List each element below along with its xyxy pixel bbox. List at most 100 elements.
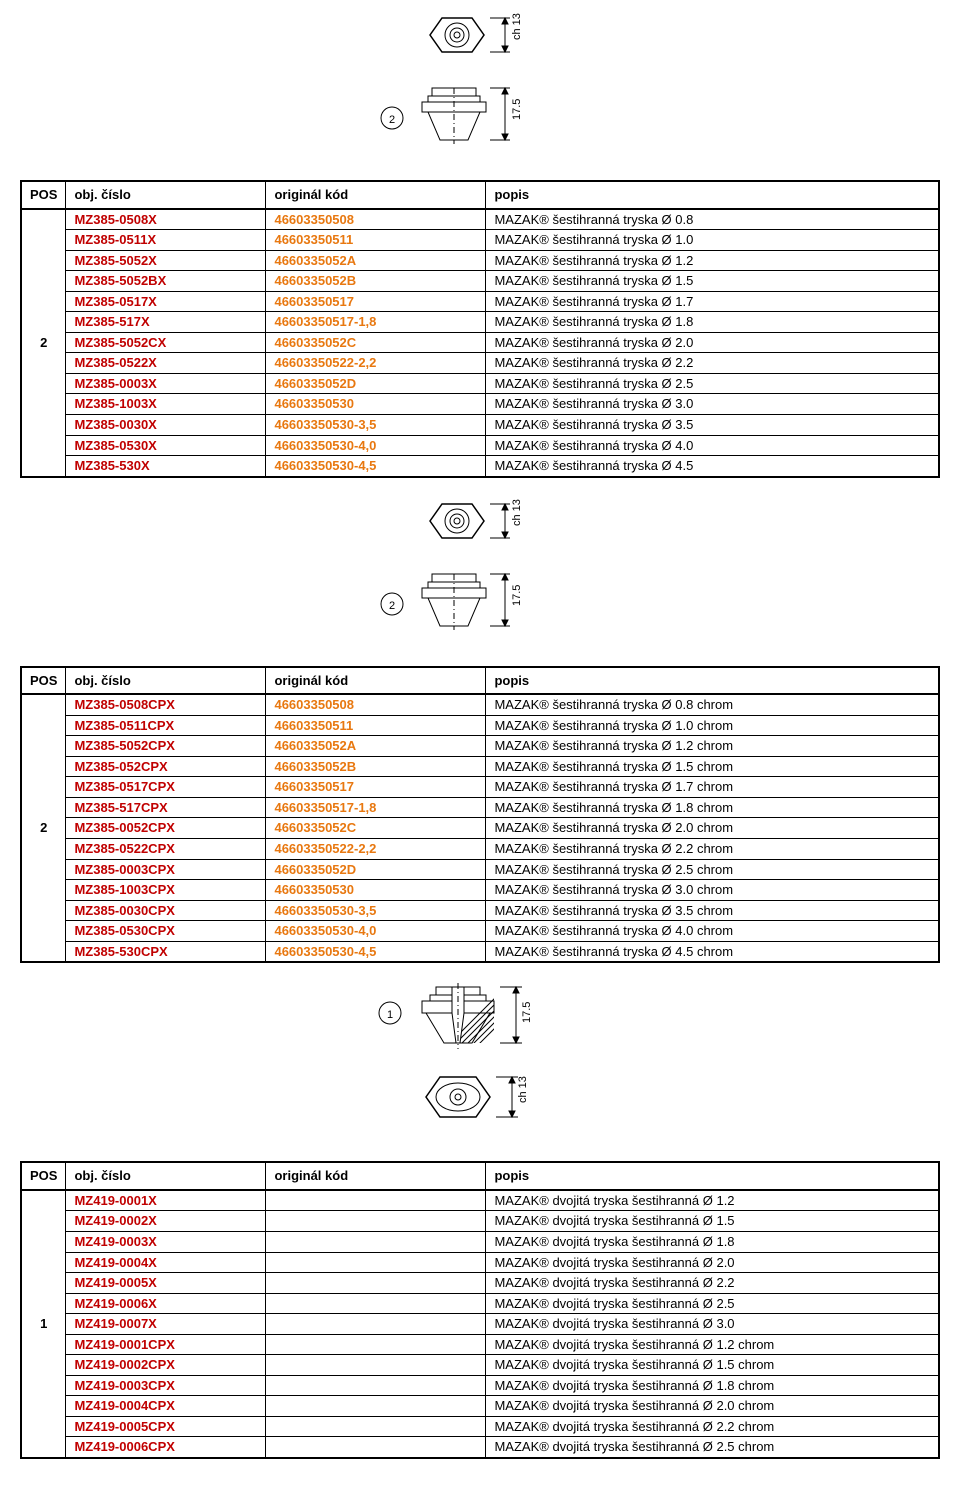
col-desc: popis	[486, 181, 939, 209]
table-row: MZ419-0005CPXMAZAK® dvojitá tryska šesti…	[21, 1416, 939, 1437]
code-cell: 46603350511	[266, 715, 486, 736]
desc-cell: MAZAK® šestihranná tryska Ø 3.0 chrom	[486, 880, 939, 901]
desc-cell: MAZAK® šestihranná tryska Ø 0.8	[486, 209, 939, 230]
desc-cell: MAZAK® šestihranná tryska Ø 2.5	[486, 373, 939, 394]
obj-cell: MZ419-0004X	[66, 1252, 266, 1273]
desc-cell: MAZAK® dvojitá tryska šestihranná Ø 1.8	[486, 1231, 939, 1252]
obj-cell: MZ419-0002CPX	[66, 1355, 266, 1376]
desc-cell: MAZAK® šestihranná tryska Ø 2.5 chrom	[486, 859, 939, 880]
desc-cell: MAZAK® dvojitá tryska šestihranná Ø 1.5 …	[486, 1355, 939, 1376]
table-row: MZ385-0511CPX46603350511MAZAK® šestihran…	[21, 715, 939, 736]
diagram-double-nozzle: 1	[20, 981, 940, 1141]
desc-cell: MAZAK® dvojitá tryska šestihranná Ø 2.0 …	[486, 1396, 939, 1417]
dim-ch-label: ch 13	[511, 13, 523, 40]
svg-text:ch 13: ch 13	[511, 499, 523, 526]
table-header-row: POS obj. číslo originál kód popis	[21, 667, 939, 695]
desc-cell: MAZAK® šestihranná tryska Ø 1.0	[486, 230, 939, 251]
table-row: MZ385-0522CPX46603350522-2,2MAZAK® šesti…	[21, 839, 939, 860]
obj-cell: MZ419-0006X	[66, 1293, 266, 1314]
desc-cell: MAZAK® dvojitá tryska šestihranná Ø 1.5	[486, 1211, 939, 1232]
desc-cell: MAZAK® šestihranná tryska Ø 1.5	[486, 271, 939, 292]
desc-cell: MAZAK® šestihranná tryska Ø 2.0 chrom	[486, 818, 939, 839]
table-row: MZ385-5052X4660335052AMAZAK® šestihranná…	[21, 250, 939, 271]
desc-cell: MAZAK® dvojitá tryska šestihranná Ø 2.2 …	[486, 1416, 939, 1437]
table-row: MZ385-530CPX46603350530-4,5MAZAK® šestih…	[21, 941, 939, 962]
ref-1-label: 1	[387, 1009, 393, 1021]
desc-cell: MAZAK® šestihranná tryska Ø 1.2 chrom	[486, 736, 939, 757]
desc-cell: MAZAK® šestihranná tryska Ø 4.5 chrom	[486, 941, 939, 962]
table-row: MZ385-5052CX4660335052CMAZAK® šestihrann…	[21, 332, 939, 353]
diagram-hex-nozzle-mid: ch 13 2 17.5	[20, 496, 940, 646]
parts-table-1: POS obj. číslo originál kód popis 2MZ385…	[20, 180, 940, 478]
table-row: MZ419-0004CPXMAZAK® dvojitá tryska šesti…	[21, 1396, 939, 1417]
desc-cell: MAZAK® dvojitá tryska šestihranná Ø 3.0	[486, 1314, 939, 1335]
obj-cell: MZ385-0508CPX	[66, 694, 266, 715]
table-row: MZ385-0517CPX46603350517MAZAK® šestihran…	[21, 777, 939, 798]
table-row: MZ419-0007X MAZAK® dvojitá tryska šestihr…	[21, 1314, 939, 1335]
obj-cell: MZ419-0003CPX	[66, 1375, 266, 1396]
code-cell: 46603350530-4,0	[266, 435, 486, 456]
obj-cell: MZ385-1003X	[66, 394, 266, 415]
col-code: originál kód	[266, 667, 486, 695]
code-cell	[266, 1396, 486, 1417]
obj-cell: MZ385-0508X	[66, 209, 266, 230]
code-cell: 4660335052C	[266, 332, 486, 353]
table-row: MZ385-0522X46603350522-2,2MAZAK® šestihr…	[21, 353, 939, 374]
table-row: MZ419-0006CPXMAZAK® dvojitá tryska šesti…	[21, 1437, 939, 1458]
code-cell: 46603350508	[266, 694, 486, 715]
svg-text:17.5: 17.5	[521, 1002, 533, 1023]
desc-cell: MAZAK® dvojitá tryska šestihranná Ø 2.2	[486, 1273, 939, 1294]
svg-text:17.5: 17.5	[511, 584, 523, 605]
col-pos: POS	[21, 181, 66, 209]
table-row: MZ385-0003CPX4660335052DMAZAK® šestihran…	[21, 859, 939, 880]
table-row: MZ385-0030CPX46603350530-3,5MAZAK® šesti…	[21, 900, 939, 921]
code-cell	[266, 1334, 486, 1355]
desc-cell: MAZAK® šestihranná tryska Ø 4.5	[486, 456, 939, 477]
col-desc: popis	[486, 667, 939, 695]
code-cell	[266, 1252, 486, 1273]
obj-cell: MZ385-0530X	[66, 435, 266, 456]
svg-text:2: 2	[389, 600, 395, 612]
obj-cell: MZ385-0517CPX	[66, 777, 266, 798]
obj-cell: MZ419-0001CPX	[66, 1334, 266, 1355]
table-row: MZ385-5052BX4660335052BMAZAK® šestihrann…	[21, 271, 939, 292]
obj-cell: MZ419-0002X	[66, 1211, 266, 1232]
pos-cell: 2	[21, 694, 66, 962]
table-row: MZ385-0052CPX4660335052CMAZAK® šestihran…	[21, 818, 939, 839]
table-row: MZ419-0003XMAZAK® dvojitá tryska šestihr…	[21, 1231, 939, 1252]
table-row: MZ419-0002X MAZAK® dvojitá tryska šestihr…	[21, 1211, 939, 1232]
code-cell: 46603350508	[266, 209, 486, 230]
table-row: MZ385-5052CPX4660335052AMAZAK® šestihran…	[21, 736, 939, 757]
table-row: MZ385-530X46603350530-4,5MAZAK® šestihra…	[21, 456, 939, 477]
code-cell: 46603350530-4,5	[266, 456, 486, 477]
desc-cell: MAZAK® šestihranná tryska Ø 1.0 chrom	[486, 715, 939, 736]
table-row: MZ385-0530X46603350530-4,0MAZAK® šestihr…	[21, 435, 939, 456]
desc-cell: MAZAK® šestihranná tryska Ø 3.0	[486, 394, 939, 415]
desc-cell: MAZAK® šestihranná tryska Ø 1.5 chrom	[486, 756, 939, 777]
table-row: MZ419-0005XMAZAK® dvojitá tryska šestihr…	[21, 1273, 939, 1294]
obj-cell: MZ385-0052CPX	[66, 818, 266, 839]
parts-table-2: POS obj. číslo originál kód popis 2MZ385…	[20, 666, 940, 964]
obj-cell: MZ385-530CPX	[66, 941, 266, 962]
obj-cell: MZ419-0001X	[66, 1190, 266, 1211]
code-cell	[266, 1190, 486, 1211]
table-header-row: POS obj. číslo originál kód popis	[21, 181, 939, 209]
table-row: MZ419-0006XMAZAK® dvojitá tryska šestihr…	[21, 1293, 939, 1314]
code-cell: 46603350517	[266, 291, 486, 312]
obj-cell: MZ385-0522CPX	[66, 839, 266, 860]
code-cell	[266, 1314, 486, 1335]
table-row: 1MZ419-0001XMAZAK® dvojitá tryska šestih…	[21, 1190, 939, 1211]
obj-cell: MZ419-0007X	[66, 1314, 266, 1335]
obj-cell: MZ385-0530CPX	[66, 921, 266, 942]
code-cell: 4660335052C	[266, 818, 486, 839]
pos-cell: 2	[21, 209, 66, 477]
code-cell: 46603350530	[266, 880, 486, 901]
col-pos: POS	[21, 667, 66, 695]
desc-cell: MAZAK® šestihranná tryska Ø 2.2 chrom	[486, 839, 939, 860]
dim-h-label: 17.5	[511, 99, 523, 120]
desc-cell: MAZAK® šestihranná tryska Ø 4.0	[486, 435, 939, 456]
desc-cell: MAZAK® šestihranná tryska Ø 3.5 chrom	[486, 900, 939, 921]
obj-cell: MZ385-0003CPX	[66, 859, 266, 880]
obj-cell: MZ385-052CPX	[66, 756, 266, 777]
code-cell: 46603350511	[266, 230, 486, 251]
